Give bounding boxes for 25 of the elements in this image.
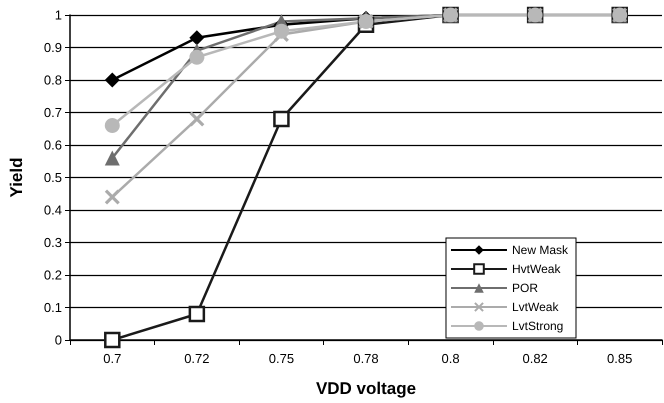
x-tick-label: 0.8 xyxy=(442,351,460,366)
x-tick-label: 0.85 xyxy=(607,351,632,366)
y-tick-label: 0.7 xyxy=(44,105,62,120)
x-tick-label: 0.78 xyxy=(353,351,379,366)
y-tick-label: 0.6 xyxy=(44,138,62,152)
y-tick-label: 0.5 xyxy=(44,170,62,185)
x-tick-label: 0.7 xyxy=(103,351,122,366)
x-axis-title: VDD voltage xyxy=(316,379,416,398)
legend-label: HvtWeak xyxy=(512,262,562,276)
legend-label: POR xyxy=(512,281,538,295)
y-tick-label: 0.4 xyxy=(44,202,62,218)
legend-label: New Mask xyxy=(512,243,569,257)
legend-label: LvtWeak xyxy=(512,300,560,314)
y-tick-label: 0.8 xyxy=(44,72,62,88)
x-tick-label: 0.75 xyxy=(268,351,294,366)
x-tick-label: 0.82 xyxy=(522,351,548,366)
y-tick-label: 1 xyxy=(54,8,62,22)
y-tick-label: 0.2 xyxy=(44,268,62,282)
y-axis-title: Yield xyxy=(7,158,26,198)
y-tick-label: 0.1 xyxy=(44,300,62,315)
legend-label: LvtStrong xyxy=(512,319,564,333)
y-tick-label: 0.3 xyxy=(44,235,62,250)
y-tick-label: 0 xyxy=(54,332,62,348)
x-tick-label: 0.72 xyxy=(184,351,210,366)
y-tick-label: 0.9 xyxy=(44,40,62,55)
